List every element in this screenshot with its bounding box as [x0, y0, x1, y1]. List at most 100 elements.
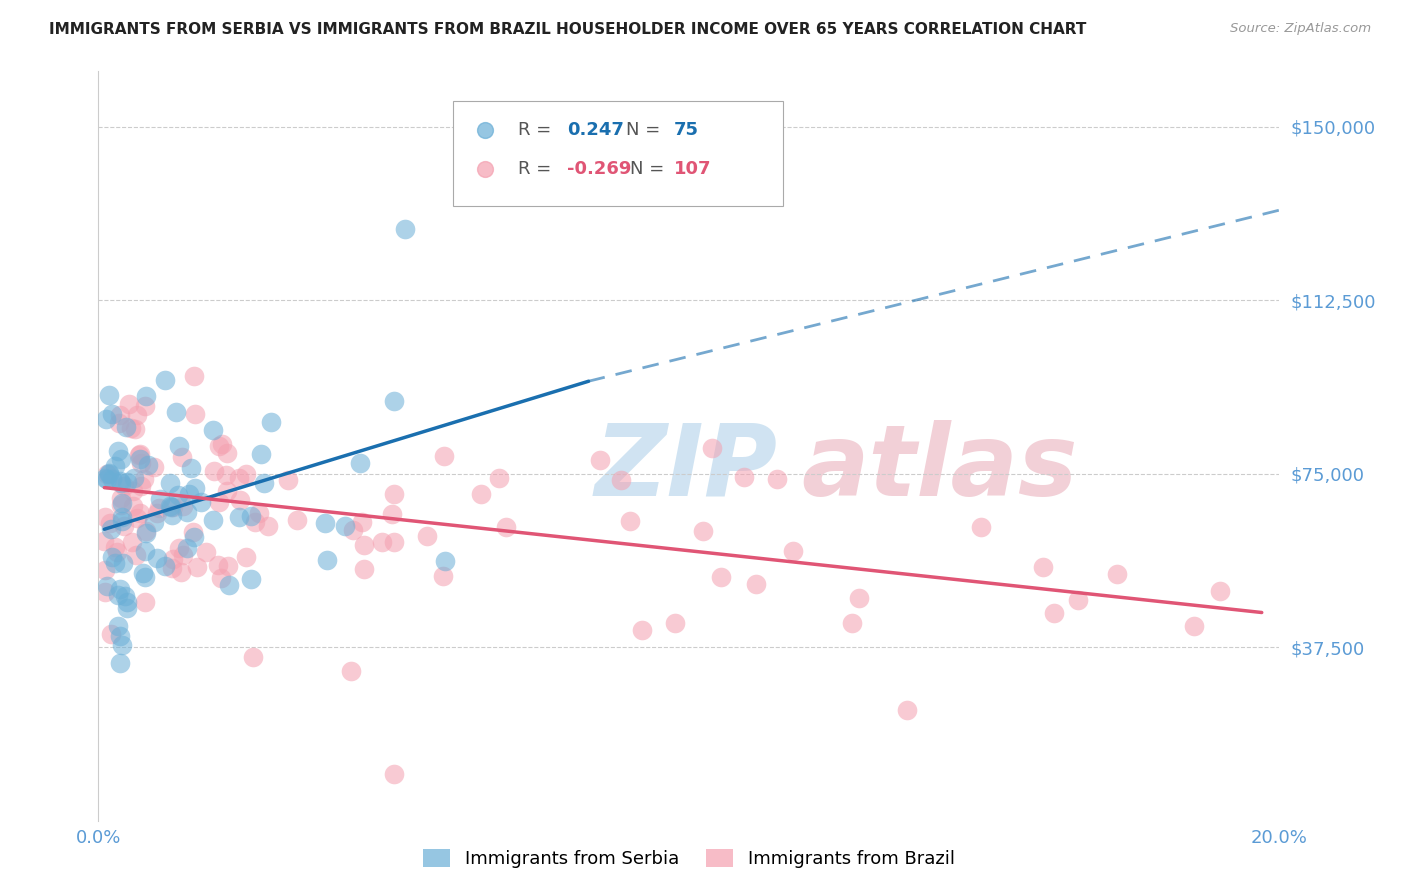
- Point: [630, 624, 652, 638]
- Point: [135, 526, 157, 541]
- Point: [132, 566, 155, 581]
- Point: [589, 453, 612, 467]
- Point: [664, 616, 686, 631]
- Point: [160, 500, 183, 514]
- Point: [122, 471, 145, 485]
- Point: [115, 475, 138, 489]
- Point: [100, 521, 122, 535]
- Point: [215, 468, 238, 483]
- Point: [240, 509, 263, 524]
- Point: [162, 552, 184, 566]
- Point: [172, 499, 194, 513]
- Point: [96, 473, 118, 487]
- Point: [101, 472, 124, 486]
- Point: [242, 650, 264, 665]
- Point: [120, 421, 142, 435]
- Point: [433, 554, 456, 568]
- Point: [702, 441, 724, 455]
- Point: [202, 423, 225, 437]
- Point: [1105, 566, 1128, 581]
- Point: [176, 541, 198, 555]
- Point: [277, 474, 299, 488]
- Point: [111, 509, 134, 524]
- Point: [342, 524, 364, 538]
- Point: [352, 516, 374, 530]
- Point: [179, 487, 201, 501]
- Point: [228, 510, 250, 524]
- Point: [257, 519, 280, 533]
- Point: [183, 482, 205, 496]
- Point: [339, 665, 361, 679]
- Point: [208, 439, 231, 453]
- Point: [183, 525, 205, 540]
- Point: [128, 447, 150, 461]
- Point: [183, 369, 205, 384]
- Point: [195, 545, 218, 559]
- Point: [896, 703, 918, 717]
- Point: [202, 465, 225, 479]
- Point: [218, 578, 240, 592]
- Point: [107, 619, 129, 633]
- Point: [260, 416, 283, 430]
- Point: [108, 408, 131, 422]
- Point: [153, 559, 176, 574]
- Point: [217, 445, 239, 459]
- Point: [710, 570, 733, 584]
- Point: [110, 491, 132, 505]
- Point: [134, 570, 156, 584]
- Point: [94, 510, 117, 524]
- Point: [217, 558, 239, 573]
- Point: [112, 519, 135, 533]
- Legend: Immigrants from Serbia, Immigrants from Brazil: Immigrants from Serbia, Immigrants from …: [416, 841, 962, 875]
- Point: [692, 524, 714, 539]
- Point: [96, 579, 118, 593]
- Text: R =: R =: [517, 120, 557, 139]
- Point: [315, 553, 337, 567]
- Point: [176, 505, 198, 519]
- Point: [115, 420, 138, 434]
- Text: N =: N =: [626, 120, 666, 139]
- Point: [619, 514, 641, 528]
- Point: [96, 412, 118, 426]
- Point: [125, 548, 148, 562]
- Point: [432, 569, 454, 583]
- Text: ZIP: ZIP: [595, 420, 778, 517]
- Point: [143, 460, 166, 475]
- Point: [107, 588, 129, 602]
- FancyBboxPatch shape: [453, 102, 783, 206]
- Text: atlas: atlas: [801, 420, 1077, 517]
- Point: [183, 530, 205, 544]
- Point: [229, 492, 252, 507]
- Point: [160, 508, 183, 523]
- Point: [167, 488, 190, 502]
- Point: [111, 495, 134, 509]
- Point: [104, 458, 127, 473]
- Point: [285, 513, 308, 527]
- Point: [121, 500, 143, 514]
- Point: [115, 600, 138, 615]
- Point: [110, 475, 132, 490]
- Point: [114, 589, 136, 603]
- Point: [353, 562, 375, 576]
- Point: [115, 595, 138, 609]
- Point: [110, 452, 132, 467]
- Point: [134, 399, 156, 413]
- Point: [172, 548, 194, 562]
- Point: [148, 500, 170, 515]
- Point: [382, 535, 405, 549]
- Point: [184, 407, 207, 421]
- Point: [371, 534, 394, 549]
- Point: [432, 449, 454, 463]
- Point: [149, 491, 172, 506]
- Point: [1209, 583, 1232, 598]
- Point: [1067, 592, 1090, 607]
- Point: [136, 458, 159, 472]
- Point: [108, 582, 131, 597]
- Point: [201, 513, 224, 527]
- Point: [180, 460, 202, 475]
- Point: [107, 443, 129, 458]
- Text: -0.269: -0.269: [567, 160, 631, 178]
- Text: Source: ZipAtlas.com: Source: ZipAtlas.com: [1230, 22, 1371, 36]
- Point: [108, 629, 131, 643]
- Point: [162, 500, 184, 514]
